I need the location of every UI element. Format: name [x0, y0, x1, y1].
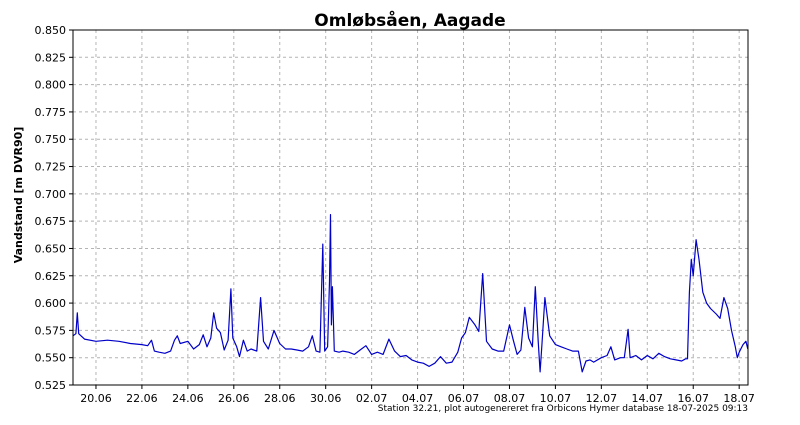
- y-tick-label: 0.750: [35, 133, 67, 146]
- series-layer: [72, 214, 749, 373]
- y-tick-label: 0.825: [35, 51, 67, 64]
- x-tick-label: 12.07: [586, 392, 618, 405]
- x-tick-label: 26.06: [218, 392, 250, 405]
- x-tick-label: 30.06: [310, 392, 342, 405]
- x-tick-label: 22.06: [126, 392, 158, 405]
- x-tick-label: 16.07: [677, 392, 709, 405]
- y-tick-label: 0.725: [35, 161, 67, 174]
- footer-note: Station 32.21, plot autogenereret fra Or…: [378, 404, 748, 414]
- x-tick-label: 08.07: [494, 392, 526, 405]
- gridlines: [73, 30, 748, 385]
- x-tick-label: 28.06: [264, 392, 296, 405]
- y-tick-label: 0.625: [35, 270, 67, 283]
- x-tick-label: 10.07: [540, 392, 572, 405]
- x-tick-label: 14.07: [632, 392, 664, 405]
- y-axis-label: Vandstand [m DVR90]: [12, 127, 25, 264]
- y-axis-ticks: 0.525 0.550 0.575 0.600 0.625 0.650 0.675 0.700…: [35, 24, 73, 392]
- chart-title: Omløbsåen, Aagade: [314, 9, 505, 31]
- plot-frame: [72, 29, 749, 386]
- y-tick-label: 0.675: [35, 215, 67, 228]
- y-tick-label: 0.575: [35, 324, 67, 337]
- y-tick-label: 0.600: [35, 297, 67, 310]
- y-tick-label: 0.525: [35, 379, 67, 392]
- y-tick-label: 0.775: [35, 106, 67, 119]
- x-axis-ticks: 20.06 22.06 24.06 26.06 28.06 30.06 02.07 04.07…: [80, 385, 755, 405]
- x-tick-label: 24.06: [172, 392, 204, 405]
- y-tick-label: 0.700: [35, 188, 67, 201]
- water-level-series-line: [72, 214, 749, 373]
- x-tick-label: 04.07: [402, 392, 434, 405]
- y-tick-label: 0.550: [35, 352, 67, 365]
- x-tick-label: 20.06: [80, 392, 112, 405]
- y-tick-label: 0.800: [35, 79, 67, 92]
- x-tick-label: 18.07: [723, 392, 755, 405]
- x-tick-label: 02.07: [356, 392, 388, 405]
- y-tick-label: 0.850: [35, 24, 67, 37]
- x-tick-label: 06.07: [448, 392, 480, 405]
- y-tick-label: 0.650: [35, 242, 67, 255]
